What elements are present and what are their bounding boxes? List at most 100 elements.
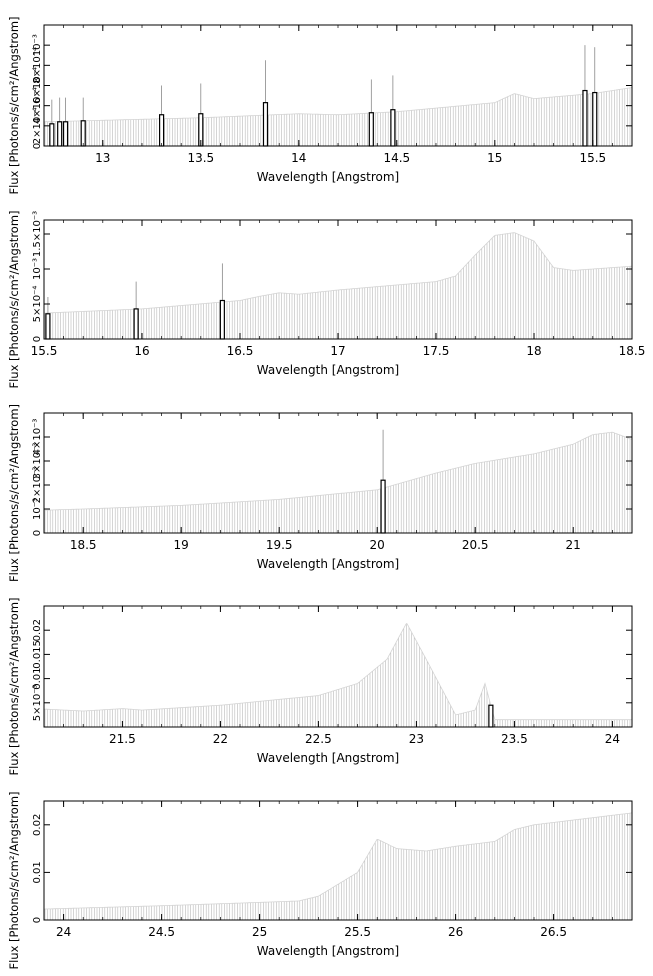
x-tick-label: 16.5 <box>227 344 254 358</box>
y-axis-label: Flux [Photons/s/cm²/Angstrom] <box>7 404 21 582</box>
y-tick-label: 4×10⁻⁴ <box>32 87 43 124</box>
x-tick-label: 24.5 <box>148 925 175 939</box>
plot-frame <box>43 605 633 728</box>
data-bar <box>80 120 86 147</box>
y-axis-label: Flux [Photons/s/cm²/Angstrom] <box>7 16 21 194</box>
x-tick-label: 22.5 <box>305 732 332 746</box>
x-tick-label: 18.5 <box>70 538 97 552</box>
x-tick-label: 15 <box>487 151 502 165</box>
plot-frame <box>43 24 633 147</box>
x-tick-label: 16 <box>134 344 149 358</box>
continuum-lines <box>44 87 631 146</box>
x-tick-label: 13 <box>95 151 110 165</box>
y-tick-label: 0.015 <box>32 640 43 669</box>
y-tick-label: 10⁻³ <box>32 34 43 56</box>
data-bar <box>62 121 69 147</box>
plot-frame <box>43 412 633 534</box>
y-axis-label: Flux [Photons/s/cm²/Angstrom] <box>7 791 21 969</box>
data-bar <box>488 704 494 728</box>
y-tick-label: 8×10⁻⁴ <box>32 47 43 84</box>
continuum-outline <box>44 623 632 721</box>
y-tick-label: 5×10⁻³ <box>32 684 43 721</box>
continuum-lines <box>44 232 631 339</box>
x-tick-label: 20 <box>370 538 385 552</box>
y-tick-label: 0 <box>32 143 43 149</box>
chart-panel-5: 24 24.5 25 25.5 26 26.5 0 0.01 0.02 Wavelength [A… <box>7 791 633 970</box>
x-tick-label: 19.5 <box>266 538 293 552</box>
y-tick-label: 10⁻³ <box>32 498 43 520</box>
y-tick-label: 0 <box>32 917 43 923</box>
y-axis-label: Flux [Photons/s/cm²/Angstrom] <box>7 210 21 388</box>
x-tick-label: 15.5 <box>579 151 606 165</box>
y-tick-label: 4×10⁻³ <box>32 419 43 456</box>
data-bar <box>262 102 269 147</box>
y-tick-label: 0.02 <box>32 619 43 641</box>
data-bar <box>582 89 588 147</box>
x-tick-label: 13.5 <box>187 151 214 165</box>
y-tick-label: 6×10⁻⁴ <box>32 67 43 104</box>
data-bar <box>57 121 63 147</box>
data-bar <box>45 313 51 340</box>
plot-frame <box>43 219 633 340</box>
x-tick-label: 26 <box>448 925 463 939</box>
x-tick-label: 21 <box>566 538 581 552</box>
y-tick-label: 3×10⁻³ <box>32 443 43 480</box>
x-axis-label: Wavelength [Angstrom] <box>257 751 399 765</box>
data-bar <box>49 123 55 147</box>
y-tick-label: 10⁻³ <box>32 258 43 280</box>
continuum-outline <box>43 812 633 910</box>
x-tick-label: 15.5 <box>31 344 58 358</box>
continuum-lines <box>44 813 631 920</box>
x-tick-label: 14 <box>291 151 306 165</box>
x-tick-label: 24 <box>56 925 71 939</box>
x-axis-label: Wavelength [Angstrom] <box>257 944 399 958</box>
chart-panel-1: 13 13.5 14 14.5 15 15.5 02×10⁻⁴4×10⁻⁴6×10⁻⁴8×1… <box>7 16 633 195</box>
data-bar <box>219 299 225 340</box>
y-tick-label: 0 <box>32 530 43 536</box>
x-tick-label: 17.5 <box>423 344 450 358</box>
continuum-outline <box>44 87 633 123</box>
y-tick-label: 0.01 <box>32 667 43 689</box>
continuum-outline <box>44 431 633 511</box>
data-bar <box>368 112 374 147</box>
y-axis-label: Flux [Photons/s/cm²/Angstrom] <box>7 597 21 775</box>
y-tick-label: 1.5×10⁻³ <box>32 211 43 257</box>
data-bar <box>592 91 598 147</box>
x-tick-label: 17 <box>330 344 345 358</box>
y-tick-label: 5×10⁻⁴ <box>32 286 43 323</box>
x-tick-label: 14.5 <box>383 151 410 165</box>
y-tick-label: 0 <box>32 336 43 342</box>
chart-panel-3: 18.5 19 19.5 20 20.5 21 0 10⁻³2×10⁻³3×10⁻³4×10⁻… <box>7 404 633 582</box>
y-tick-label: 2×10⁻³ <box>32 467 43 504</box>
x-tick-label: 23.5 <box>501 732 528 746</box>
plot-frame <box>43 800 633 921</box>
x-tick-label: 23 <box>409 732 424 746</box>
data-bar <box>390 109 396 147</box>
y-tick-label: 2×10⁻⁴ <box>32 107 43 144</box>
y-tick-label: 0.02 <box>32 814 43 836</box>
x-tick-label: 22 <box>213 732 228 746</box>
x-tick-label: 21.5 <box>109 732 136 746</box>
y-tick-label: 0.01 <box>32 861 43 883</box>
x-axis-label: Wavelength [Angstrom] <box>257 363 399 377</box>
chart-panel-2: 15.5 16 16.5 17 17.5 18 18.5 0 5×10⁻⁴ 10⁻³1.5×10⁻… <box>7 210 645 388</box>
data-bar <box>380 479 386 534</box>
data-bar <box>159 114 165 147</box>
continuum-lines <box>44 432 631 533</box>
x-tick-label: 25.5 <box>344 925 371 939</box>
x-tick-label: 19 <box>174 538 189 552</box>
continuum-lines <box>44 623 631 727</box>
x-axis-label: Wavelength [Angstrom] <box>257 170 399 184</box>
data-bar <box>133 308 139 340</box>
x-tick-label: 18 <box>526 344 541 358</box>
x-axis-label: Wavelength [Angstrom] <box>257 557 399 571</box>
x-tick-label: 24 <box>605 732 620 746</box>
continuum-outline <box>44 232 633 314</box>
x-tick-label: 26.5 <box>540 925 567 939</box>
x-tick-label: 25 <box>252 925 267 939</box>
x-tick-label: 18.5 <box>619 344 646 358</box>
x-tick-label: 20.5 <box>462 538 489 552</box>
